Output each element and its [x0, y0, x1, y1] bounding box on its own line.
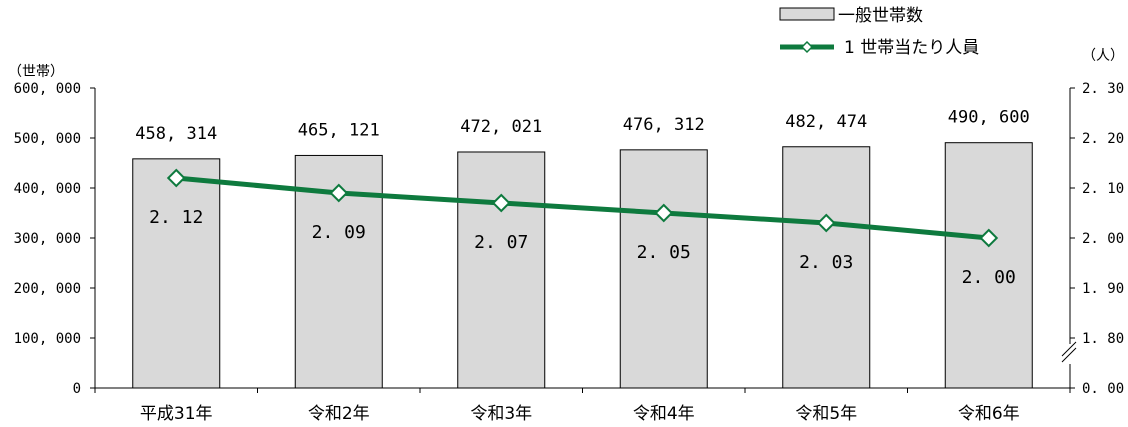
right-axis-tick-label: 1. 80	[1082, 331, 1124, 347]
bar	[944, 142, 1033, 389]
bar-value-label: 465, 121	[298, 120, 380, 140]
right-axis: 1. 80 1. 90 2. 00 2. 10 2. 20 2. 30 0. 00 （人）	[1061, 48, 1124, 397]
bar-value-label: 490, 600	[948, 108, 1030, 128]
left-axis-tick-label: 500, 000	[14, 131, 81, 147]
line-value-label: 2. 09	[312, 222, 366, 243]
right-axis-tick-label: 2. 00	[1082, 231, 1124, 247]
left-axis-tick-label: 300, 000	[14, 231, 81, 247]
left-axis-tick-label: 100, 000	[14, 331, 81, 347]
category-label: 平成31年	[140, 404, 213, 424]
line-value-label: 2. 05	[637, 242, 691, 263]
category-label: 令和5年	[795, 404, 857, 424]
category-axis: 平成31年 令和2年 令和3年 令和4年 令和5年 令和6年	[94, 387, 1071, 424]
right-axis-tick-label: 2. 10	[1082, 181, 1124, 197]
bar-value-label: 458, 314	[135, 124, 217, 144]
line-point	[491, 193, 511, 213]
category-label: 令和2年	[308, 404, 370, 424]
right-axis-tick-label: 2. 20	[1082, 131, 1124, 147]
line-point	[816, 213, 836, 233]
right-axis-tick-label: 2. 30	[1082, 81, 1124, 97]
category-label: 令和6年	[958, 404, 1020, 424]
line-value-labels: 2. 12 2. 09 2. 07 2. 05 2. 03 2. 00	[149, 207, 1016, 288]
bar	[782, 146, 871, 389]
line-series	[166, 168, 999, 248]
line-point	[166, 168, 186, 188]
line-point	[654, 203, 674, 223]
bar-value-label: 482, 474	[785, 112, 867, 132]
left-axis-tick-label: 400, 000	[14, 181, 81, 197]
line-point	[979, 228, 999, 248]
axis-break-mark	[1061, 341, 1077, 357]
left-axis-tick-label: 600, 000	[14, 81, 81, 97]
line-path	[176, 175, 989, 241]
left-axis: 0 100, 000 200, 000 300, 000 400, 000 500, 00…	[8, 64, 96, 397]
category-label: 令和3年	[470, 404, 532, 424]
bar	[132, 158, 221, 389]
legend-label: 1 世帯当たり人員	[844, 38, 979, 58]
bar-series	[132, 142, 1033, 389]
right-axis-tick-label: 1. 90	[1082, 281, 1124, 297]
right-axis-unit: （人）	[1082, 48, 1124, 64]
left-axis-tick-label: 0	[73, 381, 81, 397]
left-axis-tick-label: 200, 000	[14, 281, 81, 297]
line-value-label: 2. 03	[799, 252, 853, 273]
axis-break-mark	[1061, 347, 1077, 363]
legend: 一般世帯数 1 世帯当たり人員	[779, 6, 979, 58]
line-value-label: 2. 07	[474, 232, 528, 253]
legend-label: 一般世帯数	[838, 6, 923, 26]
bar-value-labels: 458, 314 465, 121 472, 021 476, 312 482, 474…	[135, 108, 1029, 144]
bar-value-label: 476, 312	[623, 115, 705, 135]
right-axis-zero-label: 0. 00	[1082, 381, 1124, 397]
left-axis-unit: （世帯）	[8, 64, 64, 80]
bar	[619, 149, 708, 389]
legend-swatch-marker	[800, 40, 814, 54]
bar-value-label: 472, 021	[460, 117, 542, 137]
legend-swatch-bar	[779, 7, 835, 21]
line-value-label: 2. 00	[962, 267, 1016, 288]
category-label: 令和4年	[633, 404, 695, 424]
line-value-label: 2. 12	[149, 207, 203, 228]
line-point	[329, 183, 349, 203]
bar	[457, 151, 546, 389]
